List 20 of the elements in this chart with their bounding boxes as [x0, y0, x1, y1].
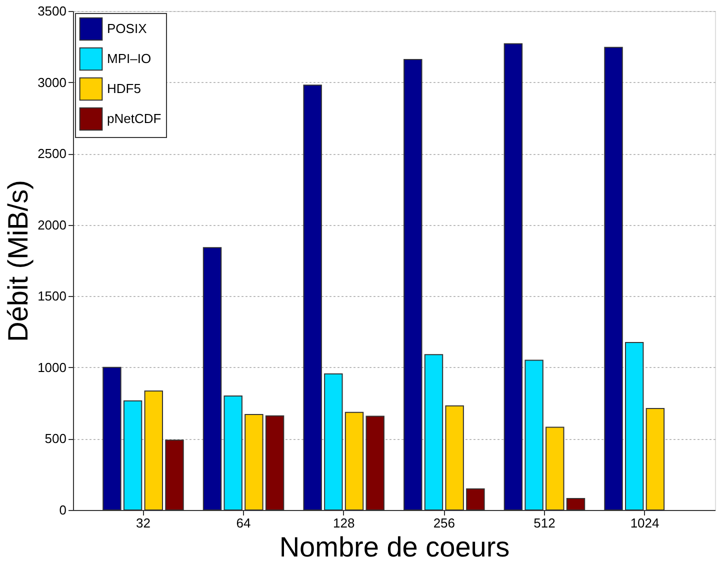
x-axis-title: Nombre de coeurs	[279, 532, 510, 562]
y-tick-label: 1500	[38, 288, 66, 304]
y-tick-label: 500	[44, 431, 66, 446]
y-tick-label: 2500	[38, 146, 66, 162]
x-tick-label: 1024	[630, 516, 660, 530]
y-tick-label: 3000	[38, 74, 66, 90]
y-tick-label: 2000	[38, 217, 66, 232]
legend-label: MPI–IO	[107, 51, 152, 66]
legend-label: HDF5	[107, 81, 141, 96]
legend-label: pNetCDF	[107, 111, 162, 126]
y-tick-label: 3500	[38, 4, 66, 18]
x-tick-label: 64	[236, 516, 251, 530]
y-tick-label: 0	[59, 502, 66, 518]
x-tick-label: 512	[534, 516, 556, 530]
x-tick-label: 128	[332, 516, 355, 530]
x-tick-label: 32	[136, 516, 150, 530]
y-tick-label: 1000	[38, 360, 66, 375]
x-tick-label: 256	[433, 516, 456, 530]
y-axis-title: Débit (MiB/s)	[2, 180, 34, 342]
legend-label: POSIX	[107, 21, 148, 36]
